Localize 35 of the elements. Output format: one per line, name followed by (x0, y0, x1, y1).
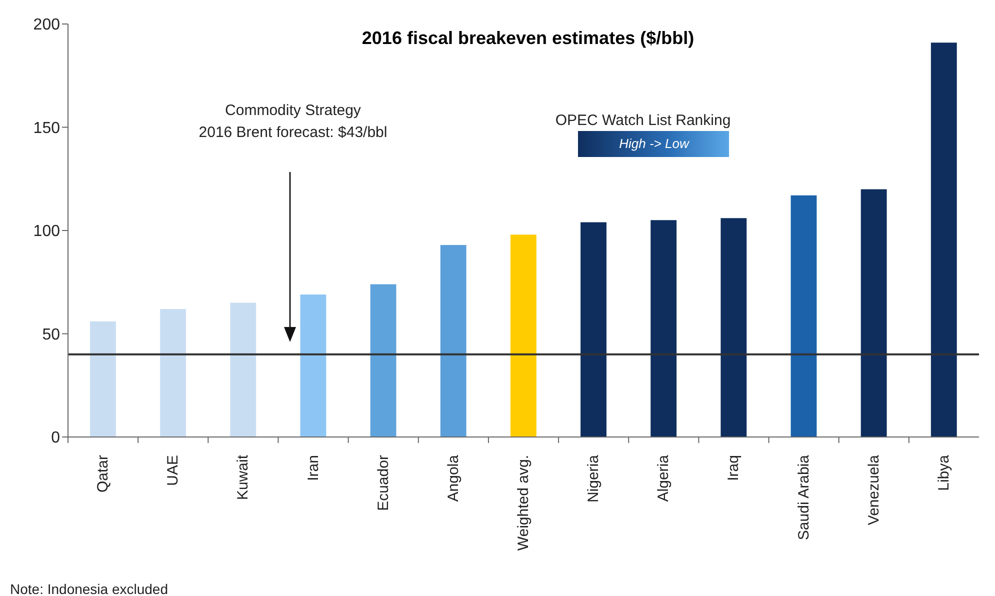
x-tick-label: Angola (444, 454, 462, 502)
x-tick-label: Nigeria (585, 454, 602, 503)
text: Note: Indonesia excluded (10, 580, 169, 596)
bar (370, 284, 396, 437)
bar (510, 234, 536, 437)
bar (650, 220, 677, 437)
bar (790, 195, 817, 437)
x-tick-label: UAE (164, 455, 182, 486)
y-tick-label: 0 (51, 430, 60, 447)
bar (720, 218, 747, 437)
x-tick-label: Iraq (725, 455, 742, 481)
x-tick-label: Kuwait (234, 454, 252, 500)
annotation: Commodity Strategy 2016 Brent forecast: $43/bbl (198, 101, 388, 143)
y-tick-label: 100 (33, 223, 60, 240)
bar (860, 189, 887, 437)
x-tick-label: Weighted avg. (515, 455, 532, 551)
bar (90, 321, 116, 437)
chart-title: 2016 fiscal breakeven estimates ($/bbl) (360, 28, 696, 49)
y-tick-label: 50 (42, 326, 60, 344)
bar (160, 308, 186, 437)
x-tick-label: Venezuela (865, 454, 882, 526)
x-tick-label: Libya (935, 454, 952, 491)
x-tick-label: Qatar (94, 454, 112, 493)
x-tick-label: Saudi Arabia (795, 454, 812, 540)
bar (930, 42, 957, 437)
annotation: OPEC Watch List Ranking (554, 111, 732, 131)
y-tick-label: 150 (33, 120, 60, 137)
bar (440, 244, 466, 437)
x-tick-label: Algeria (655, 454, 672, 502)
y-tick-label: 200 (33, 16, 60, 34)
bar (580, 222, 606, 437)
x-tick-label: Iran (304, 455, 322, 481)
x-tick-label: Ecuador (374, 455, 392, 511)
bar (230, 302, 256, 437)
bar (300, 294, 326, 437)
